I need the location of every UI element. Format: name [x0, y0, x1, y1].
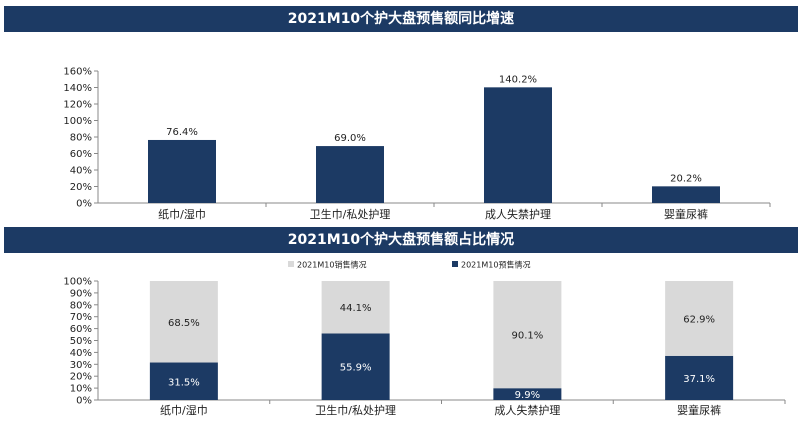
legend-swatch: [452, 261, 458, 267]
stacked-bar-segment: [149, 281, 218, 363]
legend-swatch: [288, 261, 294, 267]
segment-value-label: 44.1%: [340, 303, 372, 314]
segment-value-label: 31.5%: [168, 377, 200, 388]
bar: [148, 139, 216, 203]
share-stacked-bar-chart: 2021M10销售情况 2021M10预售情况 0%10%20%30%40%50%…: [63, 260, 786, 417]
y-tick-label: 0%: [76, 199, 92, 210]
y-tick-label: 60%: [70, 324, 92, 335]
growth-bar-chart: 0% 20% 40% 60% 80% 100% 120% 140% 160% 纸巾/湿巾 卫生巾/私…: [63, 67, 771, 221]
bar: [316, 146, 384, 203]
y-tick-label: 10%: [70, 384, 92, 395]
y-tick-label: 0%: [76, 396, 92, 407]
y-tick-label: 90%: [70, 288, 92, 299]
y-tick-label: 40%: [70, 166, 92, 177]
stacked-bar-segment: [665, 281, 734, 356]
segment-value-label: 55.9%: [340, 363, 372, 374]
segment-value-label: 90.1%: [511, 331, 543, 342]
stacked-bar-segment: [321, 281, 390, 334]
x-category-label: 卫生巾/私处护理: [310, 207, 391, 221]
bar-value-label: 69.0%: [334, 133, 366, 144]
x-category-label: 纸巾/湿巾: [158, 207, 206, 221]
y-tick-label: 100%: [63, 116, 92, 127]
chart1-title: 2021M10个护大盘预售额同比增速: [4, 6, 798, 32]
stacked-bar-segment: [493, 388, 562, 400]
stacked-bar-segment: [321, 333, 390, 400]
legend-label: 2021M10预售情况: [461, 260, 530, 270]
y-tick-label: 20%: [70, 372, 92, 383]
bar-value-label: 140.2%: [499, 74, 537, 85]
stacked-bar-segment: [149, 362, 218, 400]
y-tick-label: 160%: [63, 67, 92, 78]
bar-value-label: 76.4%: [166, 127, 198, 138]
y-tick-label: 70%: [70, 312, 92, 323]
segment-value-label: 62.9%: [683, 314, 715, 325]
y-tick-label: 120%: [63, 100, 92, 111]
stacked-bar-segment: [493, 281, 562, 389]
y-tick-label: 20%: [70, 182, 92, 193]
x-category-label: 成人失禁护理: [494, 403, 560, 417]
y-tick-label: 140%: [63, 83, 92, 94]
y-tick-label: 30%: [70, 360, 92, 371]
y-tick-label: 80%: [70, 300, 92, 311]
stacked-bar-segment: [665, 355, 734, 400]
bar: [652, 186, 720, 203]
bar-value-label: 20.2%: [670, 173, 702, 184]
y-tick-label: 60%: [70, 149, 92, 160]
x-category-label: 婴童尿裤: [664, 207, 708, 221]
legend-label: 2021M10销售情况: [297, 260, 366, 270]
x-category-label: 卫生巾/私处护理: [315, 403, 396, 417]
x-category-label: 成人失禁护理: [485, 207, 551, 221]
segment-value-label: 9.9%: [515, 390, 540, 401]
bar: [484, 87, 552, 203]
chart2-title: 2021M10个护大盘预售额占比情况: [4, 227, 798, 253]
x-category-label: 纸巾/湿巾: [160, 403, 208, 417]
segment-value-label: 68.5%: [168, 318, 200, 329]
y-tick-label: 100%: [63, 277, 92, 288]
y-tick-label: 50%: [70, 336, 92, 347]
y-tick-label: 40%: [70, 348, 92, 359]
y-tick-label: 80%: [70, 133, 92, 144]
segment-value-label: 37.1%: [683, 374, 715, 385]
x-category-label: 婴童尿裤: [677, 403, 721, 417]
